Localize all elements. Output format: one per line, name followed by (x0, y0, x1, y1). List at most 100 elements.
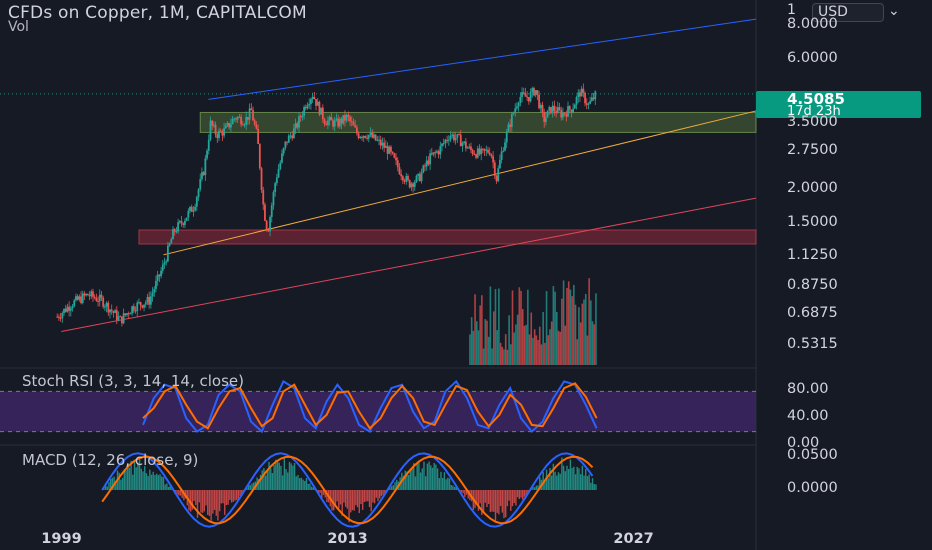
macd-hist-bar (310, 486, 313, 490)
volume-bar (477, 330, 480, 365)
macd-hist-bar (133, 461, 136, 490)
macd-hist-bar (227, 490, 229, 505)
currency-button[interactable] (812, 3, 884, 22)
macd-hist-bar (249, 485, 251, 490)
macd-hist-bar (539, 477, 541, 490)
volume-bar (591, 321, 594, 365)
macd-hist-bar (409, 468, 412, 490)
candle-up (369, 132, 372, 135)
blue-trendline (208, 18, 757, 100)
macd-hist-bar (125, 470, 127, 490)
macd-hist-bar (166, 483, 168, 490)
candle-up (229, 124, 232, 128)
macd-hist-bar (474, 490, 476, 508)
candle-down (240, 116, 243, 125)
macd-hist-bar (103, 488, 105, 490)
candle-down (555, 111, 558, 114)
macd-hist-bar (407, 474, 410, 490)
support-zone (199, 111, 757, 133)
candle-up (439, 146, 442, 155)
macd-hist-bar (414, 476, 417, 490)
volume-bar (515, 324, 517, 365)
macd-tick-label: 0.0500 (787, 446, 838, 463)
macd-hist-bar (527, 490, 529, 493)
macd-hist-bar (533, 487, 536, 490)
macd-hist-bar (418, 461, 420, 490)
macd-hist-bar (413, 463, 415, 490)
macd-hist-bar (544, 481, 546, 490)
candle-down (495, 175, 498, 182)
macd-hist-bar (522, 490, 524, 500)
volume-bar (540, 344, 543, 365)
candle-down (202, 172, 205, 176)
macd-hist-bar (523, 490, 526, 497)
candle-down (190, 206, 193, 212)
candle-up (310, 99, 312, 104)
candle-up (161, 264, 164, 271)
macd-hist-bar (292, 465, 294, 490)
chevron-down-icon[interactable]: ⌄ (888, 3, 900, 19)
volume-bar (475, 321, 478, 365)
orange-trendline (163, 110, 757, 256)
candle-down (337, 118, 340, 127)
candle-up (308, 103, 311, 106)
volume-bar (498, 288, 500, 365)
candle-up (327, 120, 329, 126)
macd-hist-bar (326, 490, 328, 503)
macd-hist-bar (200, 490, 202, 513)
candle-up (461, 142, 464, 147)
candle-down (371, 132, 374, 138)
macd-hist-bar (404, 470, 406, 490)
candle-down (102, 297, 105, 307)
volume-bar (590, 300, 592, 365)
macd-hist-bar (290, 463, 292, 490)
currency-label[interactable]: USD (818, 4, 848, 20)
candle-up (245, 116, 248, 125)
candle-up (442, 143, 445, 145)
macd-hist-bar (144, 466, 146, 490)
volume-bar (474, 294, 476, 365)
candle-up (444, 139, 447, 144)
macd-line (101, 452, 594, 528)
candle-down (214, 124, 217, 135)
price-tick-label: 6.0000 (787, 50, 838, 67)
macd-hist-bar (348, 490, 350, 523)
macd-hist-bar (167, 486, 170, 490)
macd-hist-bar (120, 479, 122, 490)
macd-hist-bar (213, 490, 216, 510)
candle-up (144, 302, 147, 305)
macd-hist-bar (516, 490, 519, 498)
macd-hist-bar (341, 490, 343, 516)
macd-hist-bar (505, 490, 507, 518)
candle-up (185, 217, 188, 221)
macd-hist-bar (230, 490, 233, 503)
candle-up (420, 172, 423, 182)
macd-hist-bar (253, 482, 255, 490)
volume-bar (516, 314, 519, 365)
stoch-d-line (142, 382, 598, 430)
macd-hist-bar (554, 471, 556, 490)
macd-hist-bar (595, 484, 597, 490)
candle-up (551, 105, 554, 114)
candle-up (405, 176, 408, 182)
candle-up (71, 306, 74, 309)
candle-down (568, 106, 571, 110)
volume-bar (511, 290, 514, 365)
candle-down (83, 293, 86, 296)
macd-hist-bar (355, 490, 357, 506)
macd-hist-bar (440, 471, 442, 490)
stoch-k-line (142, 379, 598, 434)
macd-hist-bar (464, 490, 466, 497)
candle-down (492, 156, 495, 163)
candle-up (160, 270, 162, 277)
candle-up (274, 183, 277, 193)
macd-hist-bar (270, 468, 272, 490)
macd-hist-bar (132, 474, 134, 490)
macd-signal-line (101, 455, 594, 525)
macd-hist-bar (207, 490, 209, 515)
candle-down (247, 116, 249, 120)
candle-up (75, 296, 77, 301)
candle-down (115, 310, 118, 320)
macd-hist-bar (562, 465, 565, 490)
